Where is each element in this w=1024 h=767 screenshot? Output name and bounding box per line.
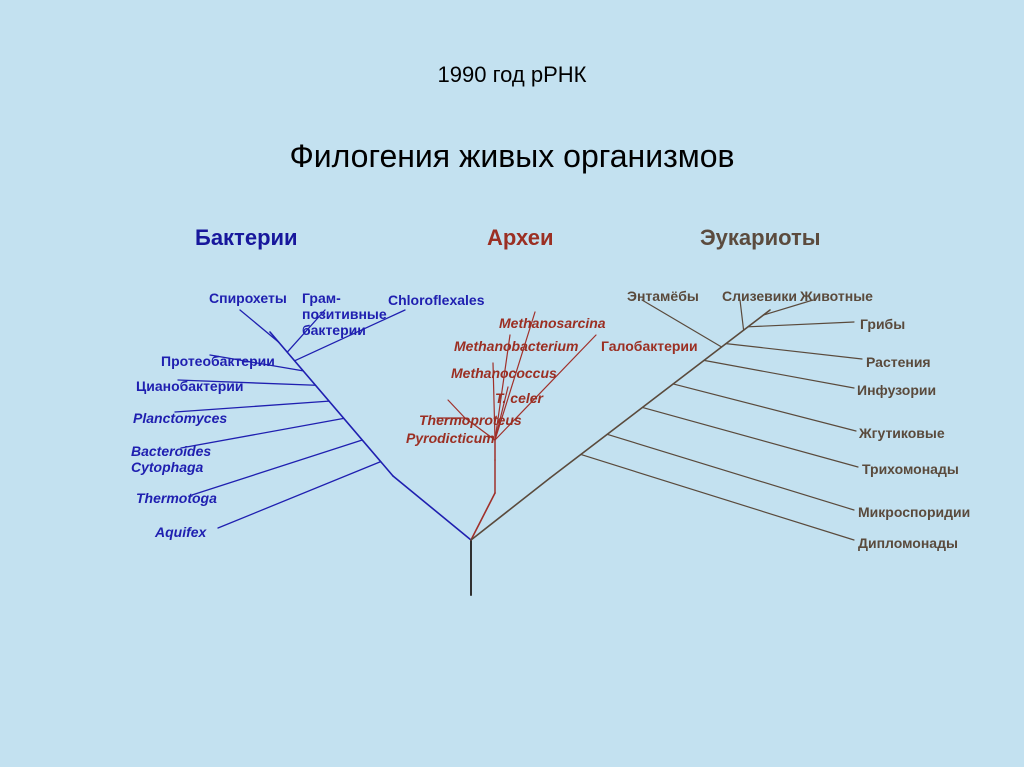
- taxon-label: Галобактерии: [601, 338, 698, 354]
- taxon-label: Слизевики: [722, 288, 797, 304]
- taxon-label: Микроспоридии: [858, 504, 970, 520]
- domain-bacteria: Бактерии: [195, 225, 298, 251]
- taxon-label: Животные: [800, 288, 873, 304]
- taxon-label: T. celer: [495, 390, 543, 406]
- domain-eukaryota: Эукариоты: [700, 225, 821, 251]
- taxon-label: Спирохеты: [209, 290, 287, 306]
- taxon-label: Энтамёбы: [627, 288, 699, 304]
- diagram-canvas: 1990 год рРНК Филогения живых организмов…: [0, 0, 1024, 767]
- subtitle-year: 1990 год рРНК: [0, 62, 1024, 88]
- taxon-label: Chloroflexales: [388, 292, 484, 308]
- domain-archaea: Археи: [487, 225, 553, 251]
- taxon-label: Дипломонады: [858, 535, 958, 551]
- taxon-label: Planctomyces: [133, 410, 227, 426]
- taxon-label: Bacteroides Cytophaga: [131, 443, 211, 475]
- taxon-label: Грам- позитивные бактерии: [302, 290, 387, 338]
- taxon-label: Жгутиковые: [859, 425, 945, 441]
- taxon-label: Thermotoga: [136, 490, 217, 506]
- taxon-label: Цианобактерии: [136, 378, 243, 394]
- taxon-label: Methanosarcina: [499, 315, 606, 331]
- taxon-label: Растения: [866, 354, 931, 370]
- taxon-label: Трихомонады: [862, 461, 959, 477]
- taxon-label: Thermoproteus: [419, 412, 522, 428]
- taxon-label: Грибы: [860, 316, 905, 332]
- taxon-label: Протеобактерии: [161, 353, 275, 369]
- taxon-label: Methanococcus: [451, 365, 557, 381]
- taxon-label: Инфузории: [857, 382, 936, 398]
- taxon-label: Methanobacterium: [454, 338, 578, 354]
- taxon-label: Pyrodicticum: [406, 430, 495, 446]
- taxon-label: Aquifex: [155, 524, 206, 540]
- main-title: Филогения живых организмов: [0, 138, 1024, 175]
